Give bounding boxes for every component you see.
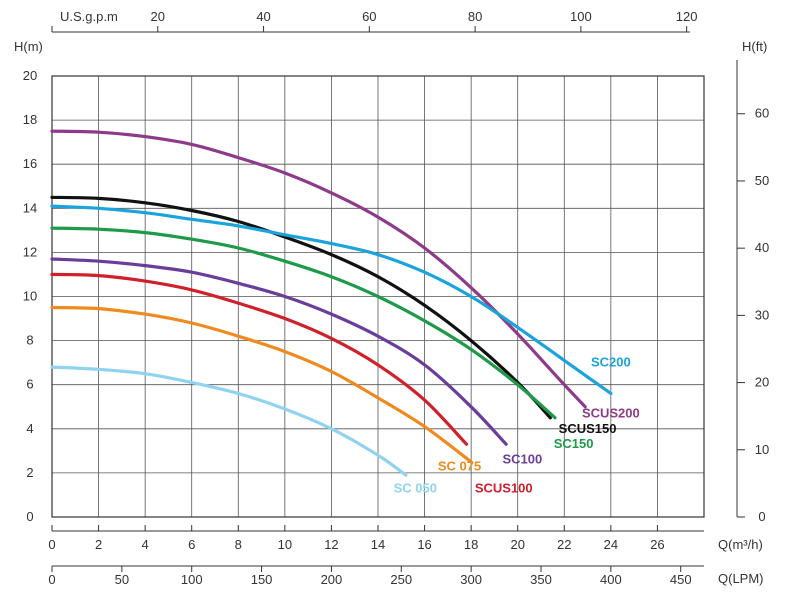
- x-tick-label: 14: [371, 537, 385, 552]
- grid: [51, 75, 705, 518]
- series-line-scus100: [50, 272, 469, 446]
- series-line-sc-050: [50, 365, 408, 477]
- series-line-sc150: [50, 226, 557, 420]
- top-tick-label: 100: [570, 9, 592, 24]
- top-axis-label: U.S.g.p.m: [60, 9, 118, 24]
- series-label-scus150: SCUS150: [559, 421, 617, 436]
- right-tick-label: 30: [755, 307, 769, 322]
- right-axis-label: H(ft): [742, 39, 767, 54]
- x-axis-label: Q(m³/h): [718, 537, 763, 552]
- lpm-axis-label: Q(LPM): [718, 571, 764, 586]
- x-tick-label: 8: [235, 537, 242, 552]
- top-tick-label: 20: [151, 9, 165, 24]
- lpm-tick-label: 450: [670, 572, 692, 587]
- right-tick-label: 50: [755, 173, 769, 188]
- x-tick-label: 10: [278, 537, 292, 552]
- top-tick-label: 80: [468, 9, 482, 24]
- top-tick-label: 120: [676, 9, 698, 24]
- y-axis-label: H(m): [14, 39, 43, 54]
- y-tick-label: 10: [23, 289, 37, 304]
- x-tick-label: 12: [324, 537, 338, 552]
- y-tick-label: 2: [26, 465, 33, 480]
- axes: [51, 26, 745, 572]
- x-tick-label: 6: [188, 537, 195, 552]
- series-line-scus150: [50, 195, 552, 420]
- right-tick-label: 20: [755, 375, 769, 390]
- lpm-tick-label: 0: [48, 572, 55, 587]
- series-label-scus100: SCUS100: [475, 480, 533, 495]
- y-tick-label: 8: [26, 333, 33, 348]
- series-label-scus200: SCUS200: [582, 405, 640, 420]
- x-tick-label: 22: [557, 537, 571, 552]
- top-tick-label: 40: [256, 9, 270, 24]
- y-tick-label: 0: [26, 509, 33, 524]
- y-tick-label: 16: [23, 156, 37, 171]
- y-tick-label: 12: [23, 244, 37, 259]
- lpm-tick-label: 250: [390, 572, 412, 587]
- plot-frame: [51, 75, 705, 518]
- x-tick-label: 4: [142, 537, 149, 552]
- y-tick-label: 6: [26, 377, 33, 392]
- series-label-sc200: SC200: [591, 355, 631, 370]
- x-tick-label: 2: [95, 537, 102, 552]
- x-tick-label: 16: [417, 537, 431, 552]
- right-tick-label: 10: [755, 442, 769, 457]
- lpm-tick-label: 100: [181, 572, 203, 587]
- lpm-tick-label: 350: [530, 572, 552, 587]
- x-tick-label: 18: [464, 537, 478, 552]
- series-line-sc100: [50, 257, 508, 446]
- top-tick-label: 60: [362, 9, 376, 24]
- lpm-tick-label: 200: [321, 572, 343, 587]
- series-label-sc100: SC100: [502, 452, 542, 467]
- series-lines: [50, 129, 613, 477]
- series-label-sc-050: SC 050: [394, 480, 437, 495]
- series-label-sc-075: SC 075: [438, 458, 481, 473]
- x-tick-label: 20: [510, 537, 524, 552]
- series-line-sc200: [50, 204, 613, 396]
- series-line-scus200: [50, 129, 587, 409]
- right-tick-label: 40: [755, 240, 769, 255]
- y-tick-label: 20: [23, 68, 37, 83]
- lpm-tick-label: 300: [460, 572, 482, 587]
- x-tick-label: 26: [650, 537, 664, 552]
- series-label-sc150: SC150: [554, 436, 594, 451]
- lpm-tick-label: 400: [600, 572, 622, 587]
- right-tick-label: 0: [758, 509, 765, 524]
- right-tick-label: 60: [755, 106, 769, 121]
- series-line-sc-075: [50, 305, 473, 464]
- x-tick-label: 24: [604, 537, 618, 552]
- y-tick-label: 4: [26, 421, 33, 436]
- lpm-tick-label: 150: [251, 572, 273, 587]
- y-tick-label: 18: [23, 112, 37, 127]
- y-tick-label: 14: [23, 200, 37, 215]
- x-tick-label: 0: [48, 537, 55, 552]
- lpm-tick-label: 50: [115, 572, 129, 587]
